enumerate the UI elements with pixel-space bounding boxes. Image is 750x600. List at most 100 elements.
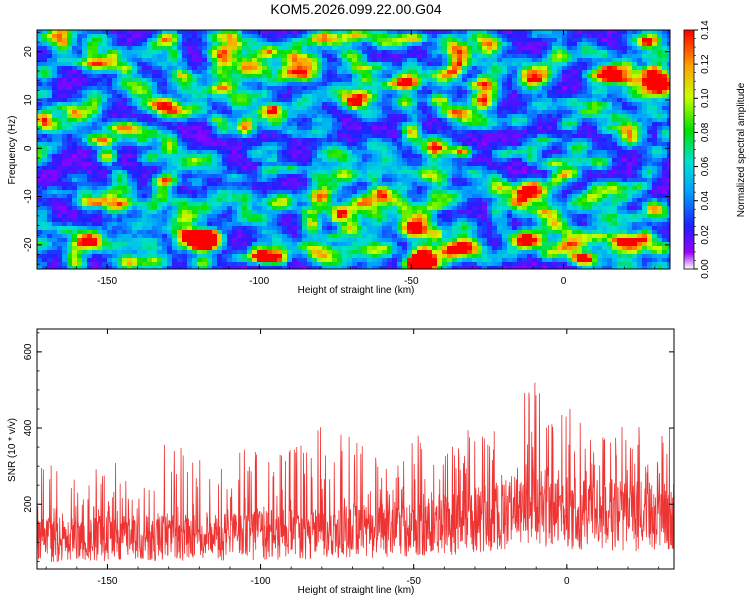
spectrogram-cell (132, 174, 138, 179)
spectrogram-cell (282, 118, 288, 123)
spectrogram-cell (467, 174, 473, 179)
spectrogram-cell (282, 114, 288, 119)
spectrogram-cell (127, 186, 133, 191)
spectrogram-cell (82, 74, 88, 79)
spectrogram-cell (297, 158, 303, 163)
spectrogram-cell (287, 78, 293, 83)
spectrogram-cell (557, 94, 563, 99)
spectrogram-cell (662, 162, 668, 167)
spectrogram-cell (552, 146, 558, 151)
spectrogram-cell (422, 142, 428, 147)
spectrogram-cell (337, 126, 343, 131)
spectrogram-cell (312, 118, 318, 123)
spectrogram-cell (137, 50, 143, 55)
spectrogram-cell (467, 54, 473, 59)
spectrogram-cell (582, 126, 588, 131)
spectrogram-cell (87, 150, 93, 155)
spectrogram-cell (637, 34, 643, 39)
spectrogram-cell (457, 174, 463, 179)
spectrogram-cell (177, 162, 183, 167)
spectrogram-cell (552, 46, 558, 51)
spectrogram-cell (52, 106, 58, 111)
spectrogram-cell (277, 182, 283, 187)
spectrogram-cell (437, 130, 443, 135)
spectrogram-cell (37, 150, 43, 155)
spectrogram-cell (227, 70, 233, 75)
spectrogram-cell (392, 78, 398, 83)
spectrogram-cell (647, 138, 653, 143)
spectrogram-cell (262, 50, 268, 55)
spectrogram-cell (252, 78, 258, 83)
spectrogram-cell (532, 130, 538, 135)
spectrogram-cell (252, 138, 258, 143)
spectrogram-cell (267, 74, 273, 79)
spectrogram-cell (192, 90, 198, 95)
spectrogram-cell (447, 122, 453, 127)
spectrogram-cell (152, 174, 158, 179)
spectrogram-cell (557, 142, 563, 147)
spectrogram-cell (377, 178, 383, 183)
spectrogram-cell (267, 174, 273, 179)
spectrogram-cell (442, 34, 448, 39)
spectrogram-cell (412, 66, 418, 71)
spectrogram-cell (562, 34, 568, 39)
spectrogram-cell (357, 46, 363, 51)
spectrogram-cell (122, 182, 128, 187)
spectrogram-cell (617, 54, 623, 59)
spectrogram-cell (197, 146, 203, 151)
spectrogram-cell (422, 162, 428, 167)
spectrogram-cell (627, 102, 633, 107)
spectrogram-cell (467, 66, 473, 71)
spectrogram-cell (497, 174, 503, 179)
spectrogram-cell (487, 118, 493, 123)
spectrogram-cell (267, 118, 273, 123)
spectrogram-cell (652, 130, 658, 135)
spectrogram-cell (97, 158, 103, 163)
spectrogram-cell (547, 70, 553, 75)
spectrogram-cell (62, 74, 68, 79)
spectrogram-cell (172, 74, 178, 79)
spectrogram-cell (297, 154, 303, 159)
spectrogram-cell (277, 150, 283, 155)
spectrogram-cell (222, 146, 228, 151)
spectrogram-cell (407, 38, 413, 43)
spectrogram-cell (412, 38, 418, 43)
spectrogram-cell (312, 46, 318, 51)
spectrogram-cell (407, 70, 413, 75)
spectrogram-cell (227, 62, 233, 67)
spectrogram-cell (222, 34, 228, 39)
spectrogram-cell (202, 34, 208, 39)
spectrogram-cell (317, 134, 323, 139)
spectrogram-cell (217, 90, 223, 95)
spectrogram-cell (287, 126, 293, 131)
spectrogram-cell (582, 86, 588, 91)
spectrogram-cell (327, 82, 333, 87)
spectrogram-cell (657, 38, 663, 43)
spectrogram-cell (342, 70, 348, 75)
spectrogram-cell (277, 34, 283, 39)
spectrogram-cell (582, 54, 588, 59)
spectrogram-cell (257, 126, 263, 131)
spectrogram-cell (452, 122, 458, 127)
spectrogram-cell (187, 150, 193, 155)
spectrogram-cell (517, 78, 523, 83)
spectrogram-cell (437, 162, 443, 167)
spectrogram-cell (322, 74, 328, 79)
spectrogram-cell (557, 138, 563, 143)
spectrogram-cell (252, 158, 258, 163)
spectrogram-cell (187, 46, 193, 51)
spectrogram-cell (307, 38, 313, 43)
spectrogram-cell (142, 142, 148, 147)
spectrogram-cell (372, 34, 378, 39)
spectrogram-cell (197, 150, 203, 155)
spectrogram-cell (452, 58, 458, 63)
spectrogram-cell (307, 46, 313, 51)
spectrogram-cell (317, 58, 323, 63)
spectrogram-cell (472, 134, 478, 139)
spectrogram-cell (77, 42, 83, 47)
spectrogram-cell (332, 94, 338, 99)
spectrogram-cell (577, 74, 583, 79)
spectrogram-cell (37, 138, 43, 143)
spectrogram-cell (217, 54, 223, 59)
spectrogram-cell (122, 134, 128, 139)
